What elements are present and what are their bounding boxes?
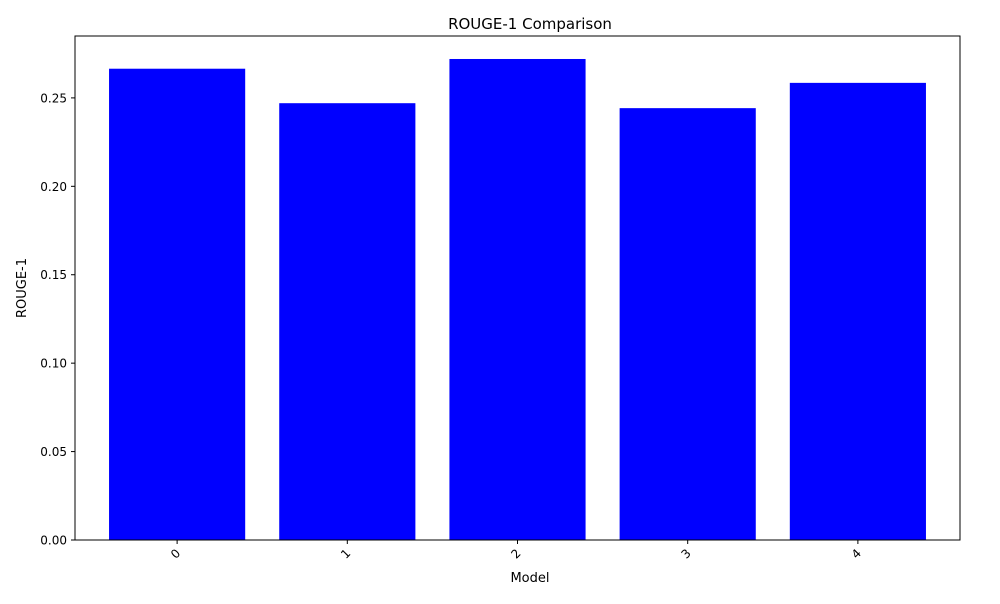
x-axis: 0 1 2 3 4	[168, 540, 864, 562]
plot-frame	[74, 35, 961, 541]
y-tick-label: 0.10	[40, 357, 67, 371]
x-tick-label: 4	[849, 546, 864, 561]
y-tick-label: 0.15	[40, 268, 67, 282]
y-tick-label: 0.00	[40, 534, 67, 548]
bar-2	[449, 58, 586, 541]
chart-title: ROUGE-1 Comparison	[448, 15, 612, 33]
y-tick-label: 0.20	[40, 180, 67, 194]
bar-0	[109, 68, 246, 540]
y-axis-label: ROUGE-1	[15, 258, 30, 318]
y-axis: 0.00 0.05 0.10 0.15 0.20 0.25	[40, 91, 75, 548]
x-tick-label: 0	[168, 546, 183, 561]
y-tick-label: 0.25	[40, 91, 67, 105]
y-tick-label: 0.05	[40, 445, 67, 459]
x-tick-label: 1	[338, 546, 353, 561]
x-axis-label: Model	[510, 571, 549, 586]
x-tick-label: 3	[679, 546, 694, 561]
bar-1	[279, 103, 416, 540]
bar-4	[789, 82, 926, 540]
x-tick-label: 2	[508, 546, 523, 561]
bars-group	[109, 58, 926, 541]
bar-3	[619, 108, 756, 540]
